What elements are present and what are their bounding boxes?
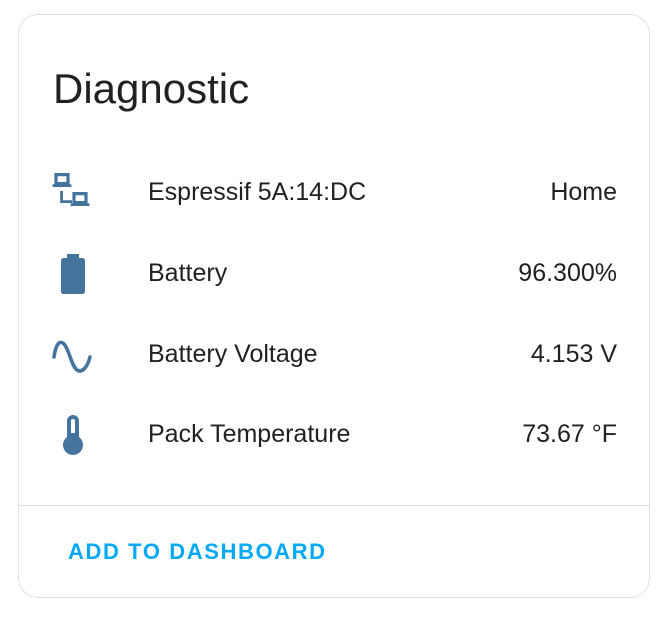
- diagnostic-card: Diagnostic Espressif 5A:14:DC Home Batte…: [18, 14, 650, 598]
- divider: [19, 505, 649, 506]
- entity-value: 4.153 V: [530, 340, 617, 368]
- entity-value: 73.67 °F: [522, 420, 617, 448]
- sine-wave-icon: [52, 340, 92, 373]
- entity-row[interactable]: Battery 96.300%: [19, 242, 649, 302]
- entity-label: Battery: [148, 259, 228, 287]
- card-title: Diagnostic: [53, 65, 250, 112]
- entity-value: 96.300%: [518, 259, 617, 287]
- entity-label: Espressif 5A:14:DC: [148, 178, 367, 206]
- entity-value: Home: [550, 178, 617, 206]
- entity-row[interactable]: Pack Temperature 73.67 °F: [19, 403, 649, 463]
- entity-row[interactable]: Espressif 5A:14:DC Home: [19, 161, 649, 221]
- entity-label: Pack Temperature: [148, 420, 351, 448]
- add-to-dashboard-button[interactable]: Add to dashboard: [68, 539, 327, 564]
- lan-icon: [52, 173, 90, 206]
- entity-label: Battery Voltage: [148, 340, 318, 368]
- entity-row[interactable]: Battery Voltage 4.153 V: [19, 323, 649, 383]
- battery-icon: [61, 254, 85, 294]
- thermometer-icon: [63, 415, 83, 455]
